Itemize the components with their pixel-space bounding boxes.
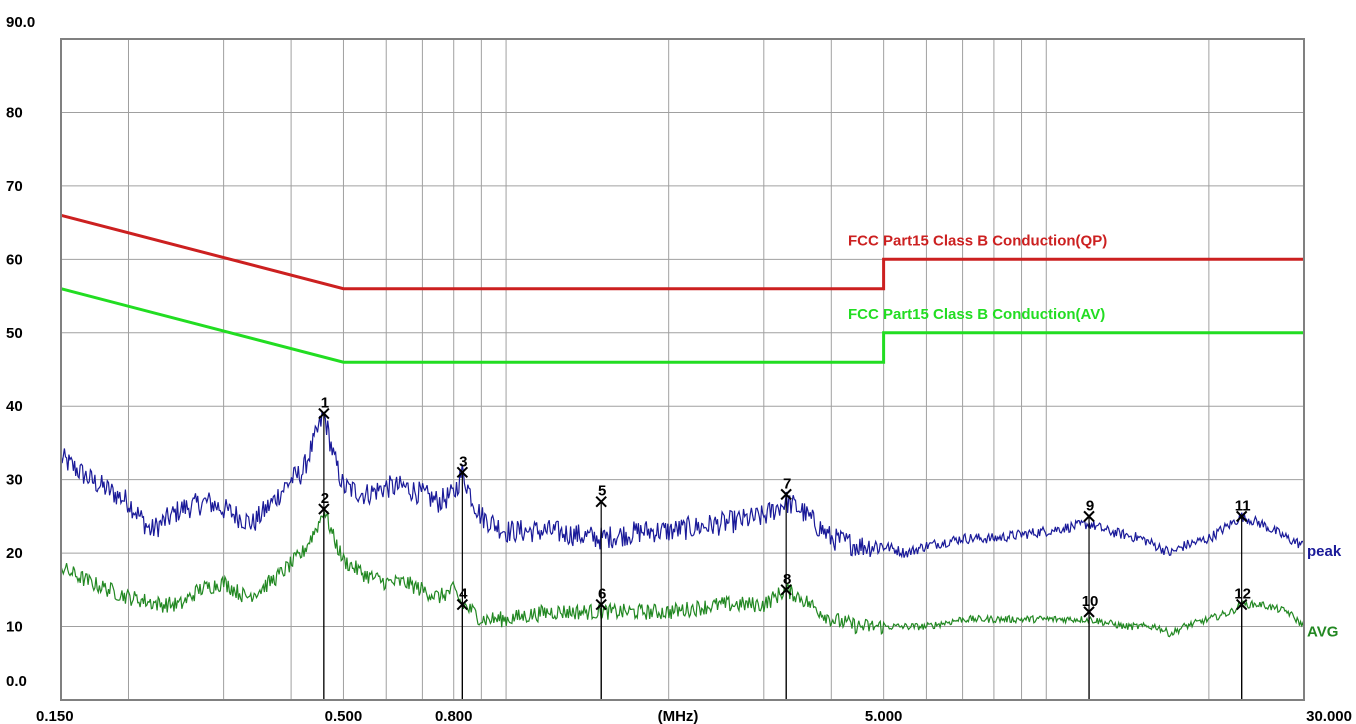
marker: 4: [456, 586, 469, 700]
marker-label: 12: [1234, 586, 1251, 603]
qp-limit-label: FCC Part15 Class B Conduction(QP): [848, 232, 1107, 249]
av-limit-line: [60, 287, 1304, 364]
peak-series-label: peak: [1307, 543, 1342, 560]
marker-x-symbol: [318, 407, 330, 420]
marker-x-symbol: [1235, 510, 1248, 523]
x-tick-label: 0.500: [325, 708, 363, 724]
marker-x-symbol: [1083, 606, 1095, 618]
marker-label: 3: [459, 453, 467, 470]
marker-x-symbol: [1235, 598, 1248, 611]
y-tick-label: 40: [6, 398, 23, 415]
marker-x-symbol: [456, 598, 469, 611]
grid-lines: [61, 39, 1304, 700]
marker-x-symbol: [780, 584, 792, 596]
marker-label: 9: [1086, 497, 1094, 514]
y-tick-label: 50: [6, 325, 23, 342]
marker-label: 8: [783, 571, 791, 588]
qp-limit-line: [60, 213, 1304, 291]
x-axis-tick-labels: 0.150 0.500 0.800 5.000 30.000: [36, 708, 1352, 724]
marker: 2: [318, 490, 330, 700]
y-tick-label: 70: [6, 178, 23, 195]
av-limit-label: FCC Part15 Class B Conduction(AV): [848, 306, 1105, 323]
limit-lines: FCC Part15 Class B Conduction(QP) FCC Par…: [60, 213, 1304, 364]
y-axis-tick-labels: 0.0 10 20 30 40 50 60 70 80 90.0: [6, 14, 35, 690]
marker-x-symbol: [318, 503, 330, 515]
marker-label: 4: [459, 586, 468, 603]
y-tick-label: 90.0: [6, 14, 35, 31]
plot-background: [61, 39, 1304, 700]
y-tick-label: 30: [6, 472, 23, 489]
plot-frame: [60, 38, 1305, 701]
marker-label: 11: [1235, 497, 1251, 514]
marker-label: 7: [783, 475, 791, 492]
marker-label: 2: [321, 490, 329, 507]
marker: 8: [780, 571, 792, 700]
marker-label: 10: [1082, 593, 1099, 610]
marker-label: 6: [598, 586, 606, 603]
marker-label: 1: [321, 395, 329, 412]
x-tick-label: 5.000: [865, 708, 903, 724]
x-tick-label: 0.150: [36, 708, 74, 724]
y-tick-label: 60: [6, 251, 23, 268]
marker-x-symbol: [456, 466, 469, 479]
marker-x-symbol: [780, 488, 792, 501]
x-tick-label: 0.800: [435, 708, 473, 724]
marker-x-symbol: [595, 598, 607, 611]
y-tick-label: 80: [6, 104, 23, 121]
marker: 6: [595, 586, 607, 700]
marker-x-symbol: [1083, 510, 1095, 523]
y-tick-label: 10: [6, 619, 23, 636]
measurement-series: peak AVG: [60, 410, 1342, 641]
marker: 10: [1082, 593, 1099, 700]
marker: 12: [1234, 586, 1251, 700]
y-tick-label: 0.0: [6, 673, 27, 690]
avg-series-line: [60, 510, 1305, 638]
y-tick-label: 20: [6, 545, 23, 562]
marker-x-symbol: [595, 495, 607, 508]
avg-series-label: AVG: [1307, 624, 1338, 641]
x-axis-label: (MHz): [658, 708, 699, 724]
peak-series-line: [60, 410, 1305, 559]
x-tick-label: 30.000: [1306, 708, 1352, 724]
marker-label: 5: [598, 483, 606, 500]
